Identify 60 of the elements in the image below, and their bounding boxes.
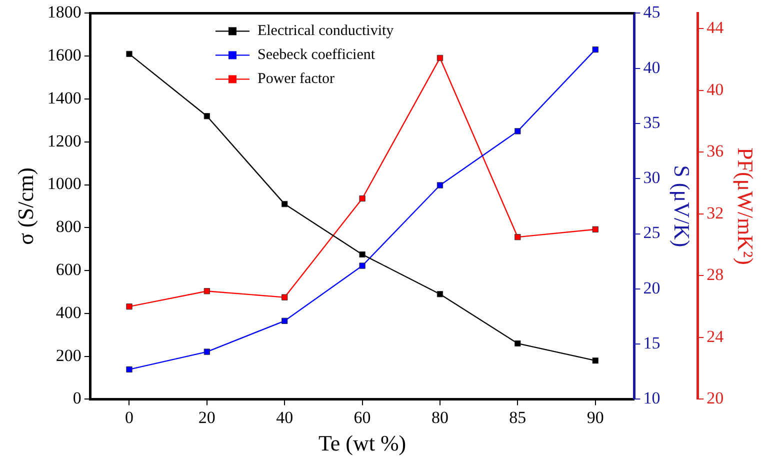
point bbox=[204, 348, 210, 355]
y-tick-label: 1200 bbox=[47, 131, 82, 150]
point bbox=[436, 182, 444, 188]
y-tick-label: 0 bbox=[72, 388, 82, 408]
y-tick-label: 600 bbox=[56, 260, 82, 279]
point bbox=[436, 291, 444, 298]
y-tick-label: 1800 bbox=[47, 2, 82, 22]
point bbox=[359, 251, 366, 258]
y2-tick-label: 35 bbox=[643, 112, 660, 132]
y2-tick-label: 40 bbox=[643, 58, 660, 77]
y2-tick-label: 25 bbox=[643, 223, 660, 242]
x-tick-label: 40 bbox=[276, 408, 294, 427]
x-tick-label: 0 bbox=[124, 408, 134, 427]
point bbox=[126, 303, 132, 310]
y3-axis-title: PF(μW/mK²) bbox=[733, 148, 758, 265]
y-tick-label: 1400 bbox=[47, 88, 82, 108]
y3-tick-label: 24 bbox=[706, 326, 724, 346]
point bbox=[514, 234, 521, 240]
point bbox=[514, 340, 521, 347]
x-tick-label: 80 bbox=[431, 408, 448, 427]
point bbox=[514, 128, 521, 134]
x-tick-label: 20 bbox=[198, 408, 216, 427]
x-tick-label: 60 bbox=[354, 408, 371, 427]
y-tick-label: 800 bbox=[56, 217, 82, 236]
y-tick-label: 1600 bbox=[47, 46, 82, 65]
point bbox=[282, 200, 288, 208]
x-tick-label: 85 bbox=[509, 408, 526, 427]
point bbox=[126, 50, 132, 58]
point bbox=[282, 294, 288, 300]
y3-tick-label: 40 bbox=[706, 80, 724, 99]
y3-tick-label: 20 bbox=[706, 388, 724, 408]
point bbox=[204, 288, 210, 294]
point bbox=[359, 262, 366, 269]
y-tick-label: 400 bbox=[56, 302, 82, 322]
y3-tick-label: 36 bbox=[706, 142, 724, 161]
y2-tick-label: 20 bbox=[643, 278, 660, 298]
point bbox=[126, 366, 132, 372]
legend-label: Electrical conductivity bbox=[257, 23, 394, 40]
x-axis-title: Te (wt %) bbox=[318, 430, 406, 456]
y3-tick-label: 28 bbox=[706, 265, 724, 284]
legend-label: Power factor bbox=[257, 71, 335, 88]
y2-tick-label: 10 bbox=[643, 388, 660, 408]
legend-label: Seebeck coefficient bbox=[257, 47, 376, 64]
point bbox=[204, 113, 210, 120]
y3-tick-label: 32 bbox=[706, 203, 724, 222]
point bbox=[282, 318, 288, 324]
point bbox=[592, 358, 598, 364]
y2-tick-label: 30 bbox=[643, 168, 660, 188]
point bbox=[592, 226, 598, 232]
x-tick-label: 90 bbox=[586, 408, 604, 427]
y-tick-label: 200 bbox=[56, 346, 82, 365]
point bbox=[359, 195, 366, 202]
y-axis-title: σ (S/cm) bbox=[12, 168, 38, 245]
y3-tick-label: 44 bbox=[706, 18, 724, 38]
y2-tick-label: 15 bbox=[643, 334, 660, 353]
y2-tick-label: 45 bbox=[643, 2, 660, 22]
y-tick-label: 1000 bbox=[47, 174, 82, 194]
y2-axis-title: S (μV/K) bbox=[670, 165, 695, 248]
point bbox=[436, 54, 444, 62]
point bbox=[592, 46, 598, 53]
